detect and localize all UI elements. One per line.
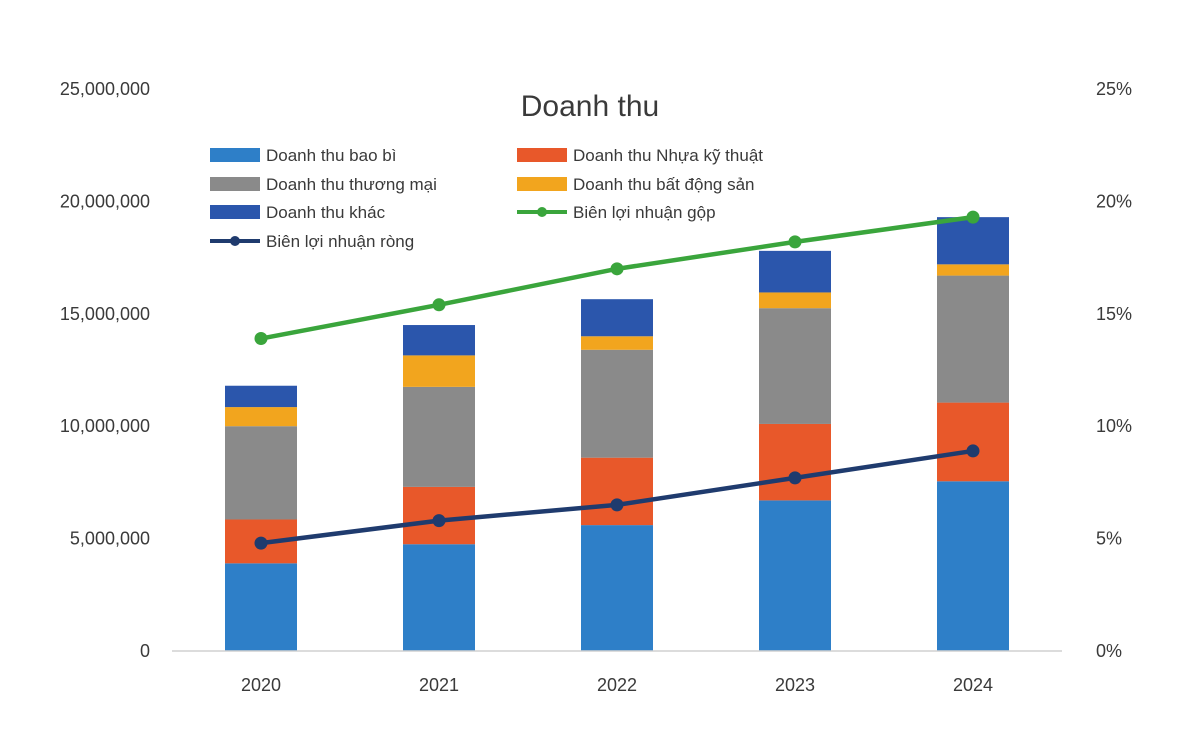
legend-label: Biên lợi nhuận gộp [573,203,716,222]
bar-segment [759,250,831,293]
bar-segment [937,264,1009,276]
line-point [788,235,802,249]
line-point [610,262,624,276]
line-point [610,498,624,512]
legend-swatch [517,177,567,191]
legend-swatch [517,148,567,162]
line-point [254,332,268,346]
x-tick-label: 2024 [953,675,993,695]
y-right-tick-label: 15% [1096,304,1132,324]
line-point [432,298,446,312]
bar-segment [403,355,475,387]
legend-swatch [210,205,260,219]
legend-marker [537,207,547,217]
plot-area: 0 5,000,000 10,000,000 15,000,000 20,000,000… [60,79,1132,695]
x-tick-label: 2021 [419,675,459,695]
y-left-tick-label: 20,000,000 [60,191,150,211]
bar-segment [759,423,831,501]
legend-label: Doanh thu bất động sản [573,175,754,194]
legend-label: Doanh thu khác [266,203,386,222]
line-point [788,471,802,485]
bar-segment [225,426,297,520]
bar-segment [937,275,1009,403]
bar-segment [225,407,297,427]
legend-marker [230,236,240,246]
line-point [966,444,980,458]
bar-segment [403,544,475,651]
legend-label: Doanh thu bao bì [266,146,396,165]
y-left-tick-label: 10,000,000 [60,416,150,436]
legend-label: Doanh thu thương mại [266,175,437,194]
y-right-tick-label: 5% [1096,529,1122,549]
y-left-tick-label: 25,000,000 [60,79,150,99]
y-right-tick-label: 0% [1096,641,1122,661]
line-point [432,514,446,528]
line-point [966,210,980,224]
bar-segment [225,385,297,408]
y-right-tick-label: 10% [1096,416,1132,436]
legend-swatch [210,148,260,162]
y-left-tick-label: 5,000,000 [70,529,150,549]
x-tick-label: 2023 [775,675,815,695]
y-left-tick-label: 0 [140,641,150,661]
bar-segment [581,299,653,337]
bar-segment [225,563,297,651]
y-right-tick-label: 25% [1096,79,1132,99]
bar-segment [581,525,653,651]
bar-segment [759,308,831,424]
legend-swatch [210,177,260,191]
bar-segment [937,481,1009,651]
x-tick-label: 2022 [597,675,637,695]
chart-title: Doanh thu [521,90,659,123]
legend: Doanh thu bao bì Doanh thu Nhựa kỹ thuật D… [210,146,763,251]
bar-segment [581,349,653,458]
legend-label: Doanh thu Nhựa kỹ thuật [573,146,763,165]
bar-segment [937,402,1009,482]
bar-segment [759,500,831,651]
line-point [254,536,268,550]
bar-segment [937,217,1009,265]
bar-segment [403,386,475,487]
legend-label: Biên lợi nhuận ròng [266,232,414,251]
bar-segment [581,336,653,350]
y-right-tick-label: 20% [1096,191,1132,211]
x-tick-label: 2020 [241,675,281,695]
bar-segment [759,292,831,309]
bar-segment [581,457,653,526]
y-left-tick-label: 15,000,000 [60,304,150,324]
bar-segment [403,325,475,356]
